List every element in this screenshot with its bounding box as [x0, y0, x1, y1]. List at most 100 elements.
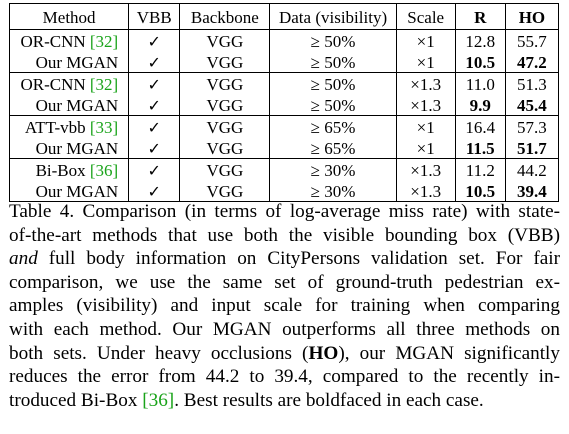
citation-link[interactable]: [36] [89, 160, 119, 180]
cell-scale-value: ×1 [416, 31, 435, 51]
cell-data-visibility-value: ≥ 65% [310, 138, 356, 158]
cell-ho-value: 51.3 [517, 74, 547, 94]
cell-data-visibility-value: ≥ 50% [310, 31, 356, 51]
caption-ho-bold: HO [308, 342, 339, 364]
cell-vbb: ✓ [128, 29, 181, 51]
cell-ho-value: 57.3 [517, 117, 547, 137]
table-row: OR-CNN [32] ✓ VGG ≥ 50% ×1.3 11.0 51.3 [8, 72, 560, 94]
cell-r: 10.5 [455, 180, 506, 202]
cell-r: 12.8 [455, 29, 506, 51]
header-r: R [455, 3, 506, 30]
table-row: ATT-vbb [33] ✓ VGG ≥ 65% ×1 16.4 57.3 [8, 115, 560, 137]
cell-r-value: 10.5 [465, 52, 496, 72]
cell-r: 16.4 [455, 115, 506, 137]
citation-link[interactable]: [33] [89, 117, 119, 137]
citation-link-36[interactable]: [36] [142, 389, 175, 411]
cell-backbone-value: VGG [206, 95, 244, 115]
caption-line-9: troduced Bi-Box [36]. Best results are b… [9, 389, 560, 413]
cell-method: Our MGAN [8, 137, 130, 159]
cell-data-visibility: ≥ 50% [269, 29, 397, 51]
cell-data-visibility: ≥ 50% [269, 94, 397, 116]
header-data-visibility: Data (visibility) [269, 3, 397, 30]
cell-backbone-value: VGG [206, 160, 244, 180]
cell-method: Our MGAN [8, 51, 130, 73]
cell-backbone-value: VGG [206, 52, 244, 72]
cell-backbone: VGG [179, 180, 271, 202]
caption-line-4: comparison, we use the same set of groun… [9, 271, 560, 293]
cell-r-value: 11.0 [465, 74, 495, 94]
header-vbb: VBB [128, 3, 181, 30]
checkmark-icon: ✓ [147, 160, 161, 180]
cell-data-visibility-value: ≥ 30% [310, 160, 356, 180]
checkmark-icon: ✓ [147, 95, 161, 115]
cell-ho: 55.7 [505, 29, 560, 51]
cell-scale: ×1.3 [396, 72, 456, 94]
cell-r-value: 12.8 [465, 31, 496, 51]
cell-ho: 44.2 [505, 158, 560, 180]
cell-ho-value: 45.4 [517, 95, 547, 115]
results-table: Method VBB Backbone Data (visibility) Sc… [8, 3, 560, 202]
results-table-container: Method VBB Backbone Data (visibility) Sc… [8, 3, 560, 202]
method-name: Our MGAN [35, 52, 119, 72]
cell-scale-value: ×1.3 [410, 74, 442, 94]
checkmark-icon: ✓ [147, 52, 161, 72]
table-row: Our MGAN ✓ VGG ≥ 30% ×1.3 10.5 39.4 [8, 180, 560, 202]
method-name: Our MGAN [35, 138, 119, 158]
cell-ho: 45.4 [505, 94, 560, 116]
table-row: Our MGAN ✓ VGG ≥ 50% ×1.3 9.9 45.4 [8, 94, 560, 116]
cell-ho-value: 44.2 [517, 160, 547, 180]
caption-line-1: Table 4. Comparison (in terms of log-ave… [9, 201, 560, 222]
table-row: Our MGAN ✓ VGG ≥ 50% ×1 10.5 47.2 [8, 51, 560, 73]
caption-line-7: both sets. Under heavy occlusions (HO), … [9, 342, 560, 366]
cell-backbone: VGG [179, 158, 271, 180]
cell-r: 9.9 [455, 94, 506, 116]
cell-ho-value: 47.2 [517, 52, 547, 72]
checkmark-icon: ✓ [147, 74, 161, 94]
cell-backbone: VGG [179, 137, 271, 159]
checkmark-icon: ✓ [147, 181, 161, 201]
cell-scale: ×1 [396, 51, 456, 73]
method-name: OR-CNN [20, 74, 90, 94]
cell-scale: ×1 [396, 29, 456, 51]
cell-r-value: 9.9 [469, 95, 491, 115]
cell-r: 11.5 [455, 137, 506, 159]
cell-ho: 39.4 [505, 180, 560, 202]
caption-line-9-b: . Best results are boldfaced in each cas… [174, 389, 484, 411]
cell-r: 11.0 [455, 72, 506, 94]
table-body: OR-CNN [32] ✓ VGG ≥ 50% ×1 12.8 55.7 Our MGAN ✓ V… [8, 29, 560, 202]
header-ho: HO [505, 3, 560, 30]
cell-scale: ×1 [396, 115, 456, 137]
cell-data-visibility: ≥ 50% [269, 72, 397, 94]
cell-data-visibility: ≥ 65% [269, 115, 397, 137]
cell-r-value: 16.4 [465, 117, 496, 137]
cell-ho: 51.3 [505, 72, 560, 94]
header-method: Method [8, 3, 130, 30]
cell-data-visibility-value: ≥ 65% [310, 117, 356, 137]
cell-method: ATT-vbb [33] [8, 115, 130, 137]
cell-method: OR-CNN [32] [8, 72, 130, 94]
cell-ho: 47.2 [505, 51, 560, 73]
method-name: Bi-Box [35, 160, 90, 180]
cell-vbb: ✓ [128, 158, 181, 180]
header-backbone: Backbone [179, 3, 271, 30]
table-caption: Table 4. Comparison (in terms of log-ave… [9, 200, 560, 412]
caption-line-2: of-the-art methods that use both the vis… [9, 224, 560, 246]
citation-link[interactable]: [32] [89, 31, 119, 51]
cell-backbone: VGG [179, 115, 271, 137]
cell-r-value: 11.5 [465, 138, 495, 158]
cell-scale: ×1.3 [396, 158, 456, 180]
citation-link[interactable]: [32] [89, 74, 119, 94]
method-name: OR-CNN [20, 31, 90, 51]
table-row: OR-CNN [32] ✓ VGG ≥ 50% ×1 12.8 55.7 [8, 29, 560, 51]
cell-scale-value: ×1 [416, 117, 435, 137]
caption-line-7-b: ), our MGAN significantly [338, 342, 560, 364]
cell-r: 11.2 [455, 158, 506, 180]
cell-backbone: VGG [179, 72, 271, 94]
cell-vbb: ✓ [128, 72, 181, 94]
cell-ho-value: 39.4 [517, 181, 547, 201]
caption-line-6: with each method. Our MGAN outperforms a… [9, 318, 560, 340]
cell-backbone-value: VGG [206, 138, 244, 158]
cell-backbone-value: VGG [206, 74, 244, 94]
cell-data-visibility-value: ≥ 30% [310, 181, 356, 201]
cell-data-visibility: ≥ 30% [269, 158, 397, 180]
